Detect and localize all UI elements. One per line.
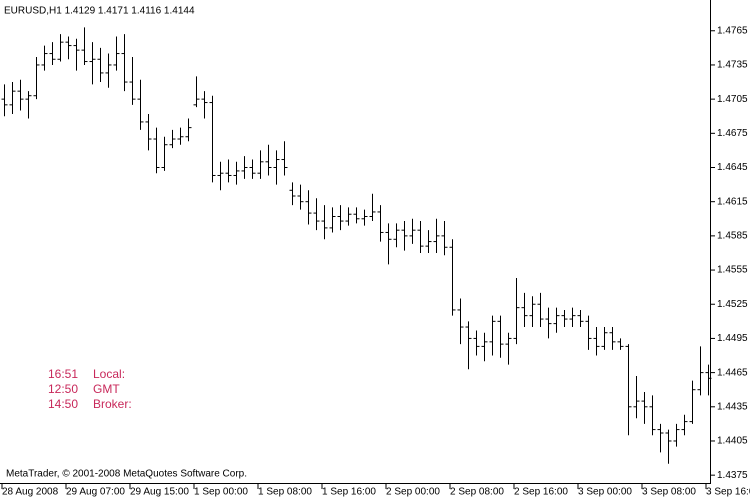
y-tick-label: 1.4675 [717,128,748,139]
clock-label: Local: [93,367,125,381]
x-tick-label: 3 Sep 00:00 [578,487,632,498]
y-tick-label: 1.4435 [717,401,748,412]
x-tick-label: 29 Aug 15:00 [130,487,189,498]
copyright: MetaTrader, © 2001-2008 MetaQuotes Softw… [6,469,247,480]
x-tick-label: 1 Sep 16:00 [322,487,376,498]
x-tick-label: 28 Aug 2008 [2,487,59,498]
y-tick-label: 1.4495 [717,333,748,344]
x-tick-label: 2 Sep 00:00 [386,487,440,498]
clock-time: 14:50 [48,397,78,411]
y-tick-label: 1.4645 [717,162,748,173]
y-tick-label: 1.4615 [717,196,748,207]
y-tick-label: 1.4735 [717,60,748,71]
x-tick-label: 3 Sep 16:00 [706,487,750,498]
y-tick-label: 1.4465 [717,367,748,378]
x-tick-label: 1 Sep 08:00 [258,487,312,498]
x-tick-label: 1 Sep 00:00 [194,487,248,498]
y-tick-label: 1.4705 [717,94,748,105]
x-tick-label: 29 Aug 07:00 [66,487,125,498]
x-tick-label: 3 Sep 08:00 [642,487,696,498]
clock-label: GMT [93,382,120,396]
clock-time: 12:50 [48,382,78,396]
clock-time: 16:51 [48,367,78,381]
clock-label: Broker: [93,397,132,411]
y-tick-label: 1.4525 [717,299,748,310]
y-tick-label: 1.4375 [717,470,748,481]
x-tick-label: 2 Sep 16:00 [514,487,568,498]
y-tick-label: 1.4585 [717,231,748,242]
y-tick-label: 1.4765 [717,25,748,36]
x-tick-label: 2 Sep 08:00 [450,487,504,498]
y-tick-label: 1.4555 [717,265,748,276]
chart-title: EURUSD,H1 1.4129 1.4171 1.4116 1.4144 [4,6,195,17]
y-tick-label: 1.4405 [717,436,748,447]
